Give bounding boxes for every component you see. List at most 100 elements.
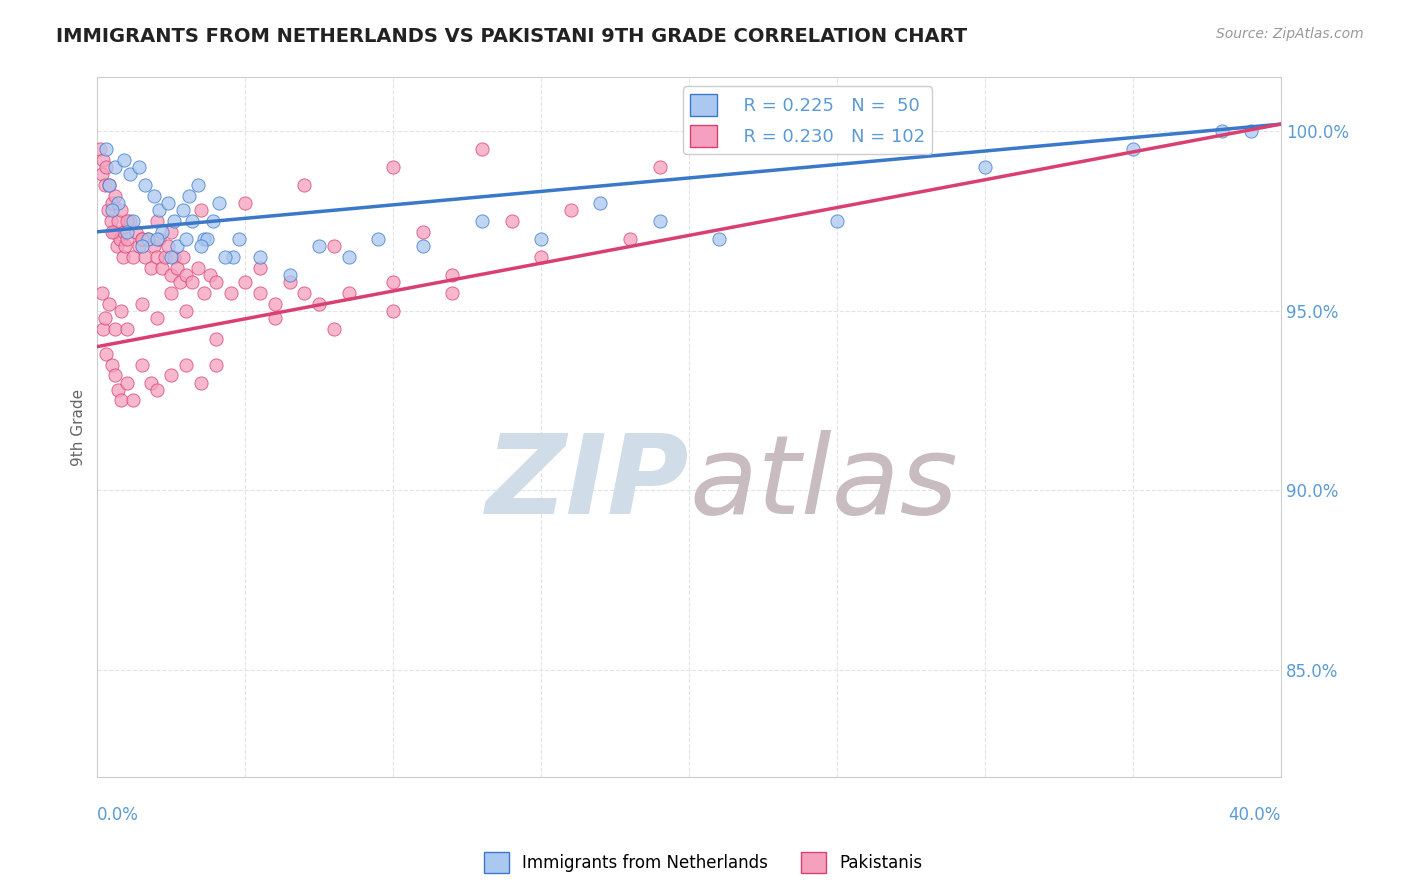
Point	[108, 232, 131, 246]
Point	[101, 225, 124, 239]
Point	[148, 203, 170, 218]
Point	[142, 239, 165, 253]
Point	[112, 225, 135, 239]
Point	[214, 250, 236, 264]
Point	[337, 285, 360, 300]
Text: Source: ZipAtlas.com: Source: ZipAtlas.com	[1216, 27, 1364, 41]
Point	[145, 383, 167, 397]
Point	[169, 275, 191, 289]
Point	[136, 232, 159, 246]
Point	[98, 296, 121, 310]
Point	[148, 232, 170, 246]
Point	[204, 358, 226, 372]
Point	[172, 250, 194, 264]
Point	[97, 203, 120, 218]
Point	[90, 167, 112, 181]
Point	[187, 260, 209, 275]
Point	[128, 239, 150, 253]
Point	[1240, 124, 1263, 138]
Point	[131, 232, 153, 246]
Point	[177, 189, 200, 203]
Point	[249, 250, 271, 264]
Point	[115, 321, 138, 335]
Point	[166, 260, 188, 275]
Point	[249, 260, 271, 275]
Point	[157, 239, 180, 253]
Point	[160, 250, 183, 264]
Point	[160, 368, 183, 383]
Point	[110, 303, 132, 318]
Point	[103, 225, 125, 239]
Point	[233, 196, 256, 211]
Y-axis label: 9th Grade: 9th Grade	[72, 389, 86, 466]
Point	[96, 160, 118, 174]
Point	[294, 285, 316, 300]
Point	[471, 142, 494, 156]
Point	[707, 232, 730, 246]
Point	[308, 296, 330, 310]
Legend:   R = 0.225   N =  50,   R = 0.230   N = 102: R = 0.225 N = 50, R = 0.230 N = 102	[683, 87, 932, 154]
Point	[94, 310, 117, 325]
Point	[187, 178, 209, 193]
Point	[121, 250, 143, 264]
Point	[412, 239, 434, 253]
Point	[152, 225, 174, 239]
Point	[134, 178, 156, 193]
Point	[115, 232, 138, 246]
Point	[115, 214, 138, 228]
Point	[157, 196, 180, 211]
Point	[155, 250, 177, 264]
Point	[530, 232, 553, 246]
Point	[278, 268, 301, 282]
Point	[94, 178, 117, 193]
Point	[441, 268, 464, 282]
Point	[204, 275, 226, 289]
Point	[125, 225, 148, 239]
Point	[222, 250, 245, 264]
Point	[107, 196, 129, 211]
Point	[190, 239, 212, 253]
Point	[101, 203, 124, 218]
Point	[118, 214, 141, 228]
Point	[160, 225, 183, 239]
Point	[174, 232, 197, 246]
Text: IMMIGRANTS FROM NETHERLANDS VS PAKISTANI 9TH GRADE CORRELATION CHART: IMMIGRANTS FROM NETHERLANDS VS PAKISTANI…	[56, 27, 967, 45]
Point	[91, 321, 114, 335]
Point	[121, 393, 143, 408]
Point	[195, 232, 218, 246]
Point	[107, 214, 129, 228]
Point	[337, 250, 360, 264]
Point	[110, 203, 132, 218]
Point	[101, 196, 124, 211]
Legend: Immigrants from Netherlands, Pakistanis: Immigrants from Netherlands, Pakistanis	[477, 846, 929, 880]
Point	[90, 285, 112, 300]
Point	[501, 214, 523, 228]
Point	[160, 285, 183, 300]
Point	[382, 275, 405, 289]
Point	[160, 268, 183, 282]
Point	[294, 178, 316, 193]
Text: 0.0%: 0.0%	[97, 806, 139, 824]
Point	[98, 178, 121, 193]
Point	[619, 232, 641, 246]
Point	[145, 250, 167, 264]
Point	[96, 142, 118, 156]
Point	[648, 214, 671, 228]
Point	[323, 239, 346, 253]
Point	[96, 347, 118, 361]
Point	[382, 160, 405, 174]
Point	[264, 310, 287, 325]
Point	[249, 285, 271, 300]
Point	[166, 239, 188, 253]
Point	[115, 376, 138, 390]
Point	[264, 296, 287, 310]
Point	[560, 203, 582, 218]
Point	[98, 178, 121, 193]
Point	[190, 203, 212, 218]
Point	[101, 358, 124, 372]
Point	[190, 376, 212, 390]
Point	[110, 393, 132, 408]
Point	[134, 250, 156, 264]
Point	[530, 250, 553, 264]
Point	[145, 214, 167, 228]
